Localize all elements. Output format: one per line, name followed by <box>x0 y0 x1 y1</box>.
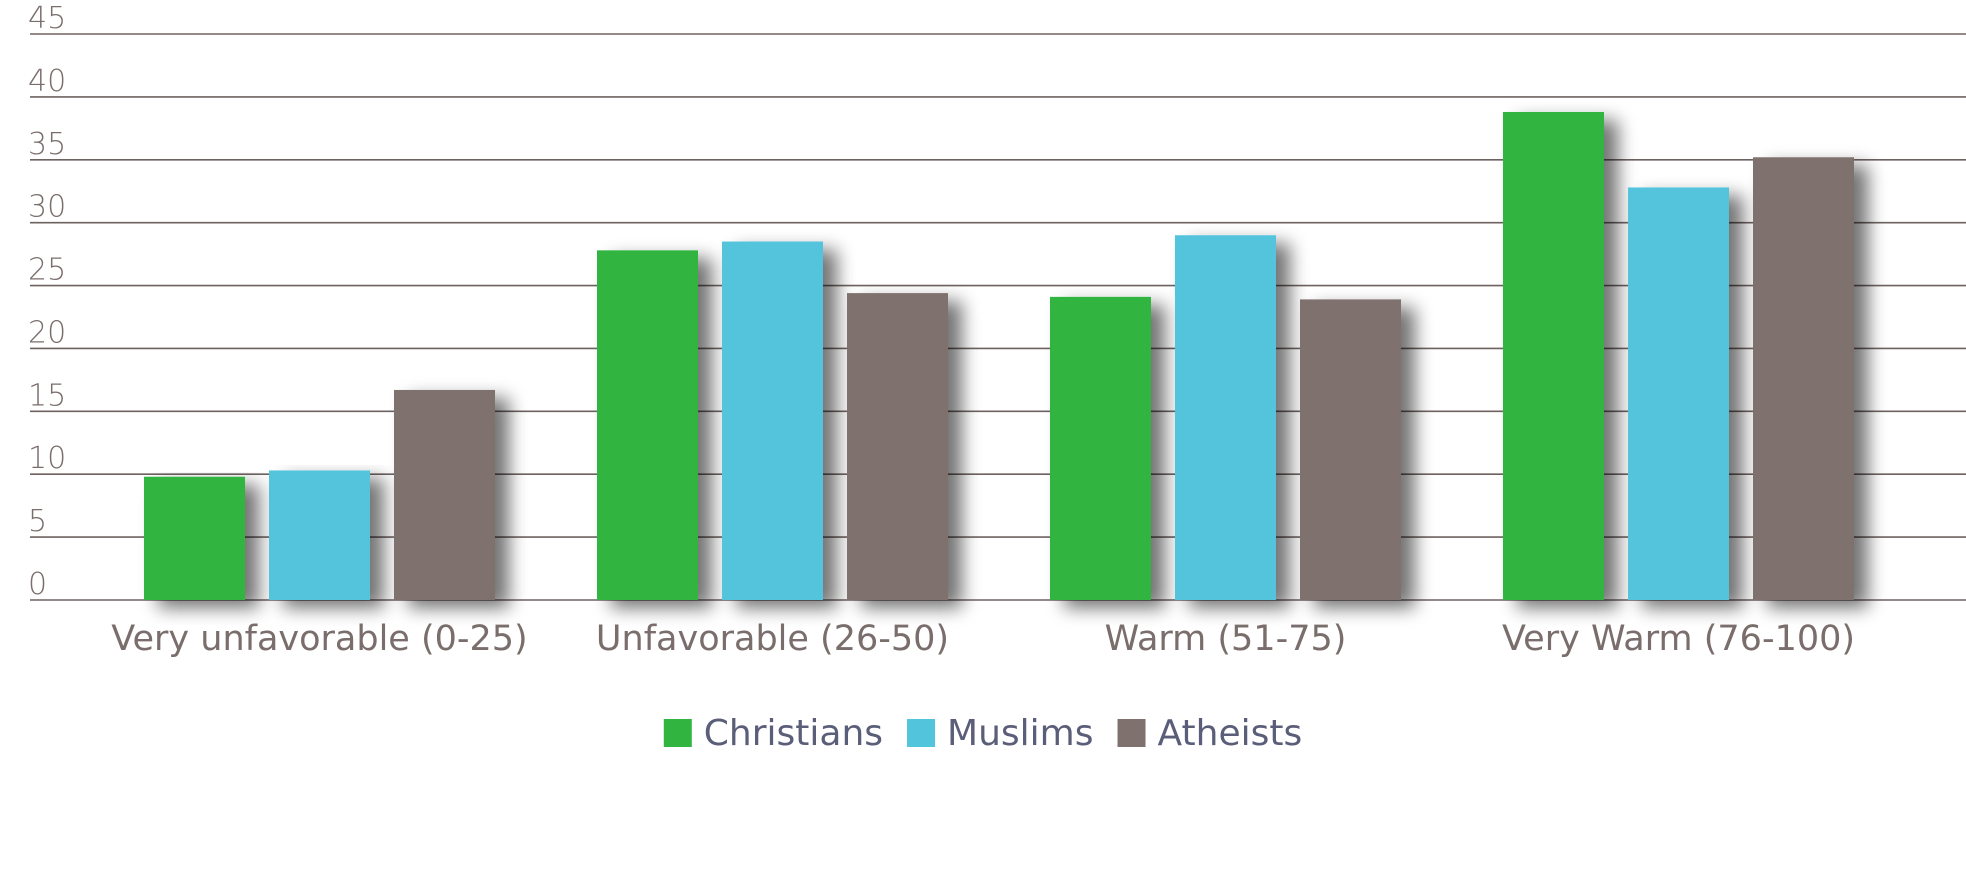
y-tick-label: 40 <box>28 64 66 99</box>
y-tick-label: 20 <box>28 315 66 350</box>
x-category-label: Warm (51-75) <box>1105 619 1347 659</box>
y-axis-ticks: 0 5 10 15 20 25 30 35 40 45 <box>28 1 66 602</box>
bar-muslims-2 <box>722 241 823 601</box>
x-category-label: Unfavorable (26-50) <box>596 619 949 659</box>
y-tick-label: 35 <box>28 127 66 162</box>
legend-label: Muslims <box>947 713 1093 754</box>
legend-swatch <box>663 719 692 747</box>
y-tick-label: 45 <box>28 1 66 36</box>
y-tick-label: 30 <box>28 190 66 225</box>
bar-christians-2 <box>597 250 698 601</box>
legend-item-christians: Christians <box>663 713 883 754</box>
x-category-label: Very Warm (76-100) <box>1502 619 1855 659</box>
bar-muslims-1 <box>269 470 370 600</box>
y-tick-label: 0 <box>28 567 47 602</box>
legend-label: Christians <box>704 713 883 754</box>
legend-label: Atheists <box>1158 713 1303 754</box>
bar-christians-1 <box>144 476 245 600</box>
y-tick-label: 25 <box>28 253 66 288</box>
legend: Christians Muslims Atheists <box>663 713 1303 754</box>
y-tick-label: 5 <box>28 504 47 539</box>
x-category-label: Very unfavorable (0-25) <box>111 619 527 659</box>
bars <box>144 111 1854 601</box>
y-tick-label: 10 <box>28 441 66 476</box>
x-axis-categories: Very unfavorable (0-25) Unfavorable (26-5… <box>111 619 1855 659</box>
legend-item-muslims: Muslims <box>907 713 1094 754</box>
bar-christians-3 <box>1050 296 1151 600</box>
bar-muslims-4 <box>1628 187 1729 600</box>
legend-swatch <box>1117 719 1146 747</box>
bar-christians-4 <box>1503 111 1604 600</box>
bar-atheists-1 <box>394 389 495 600</box>
bar-atheists-2 <box>847 293 948 600</box>
legend-item-atheists: Atheists <box>1117 713 1303 754</box>
bar-muslims-3 <box>1175 235 1276 600</box>
y-tick-label: 15 <box>28 378 66 413</box>
legend-swatch <box>907 719 936 747</box>
bar-atheists-4 <box>1753 157 1854 601</box>
bar-atheists-3 <box>1300 299 1401 600</box>
